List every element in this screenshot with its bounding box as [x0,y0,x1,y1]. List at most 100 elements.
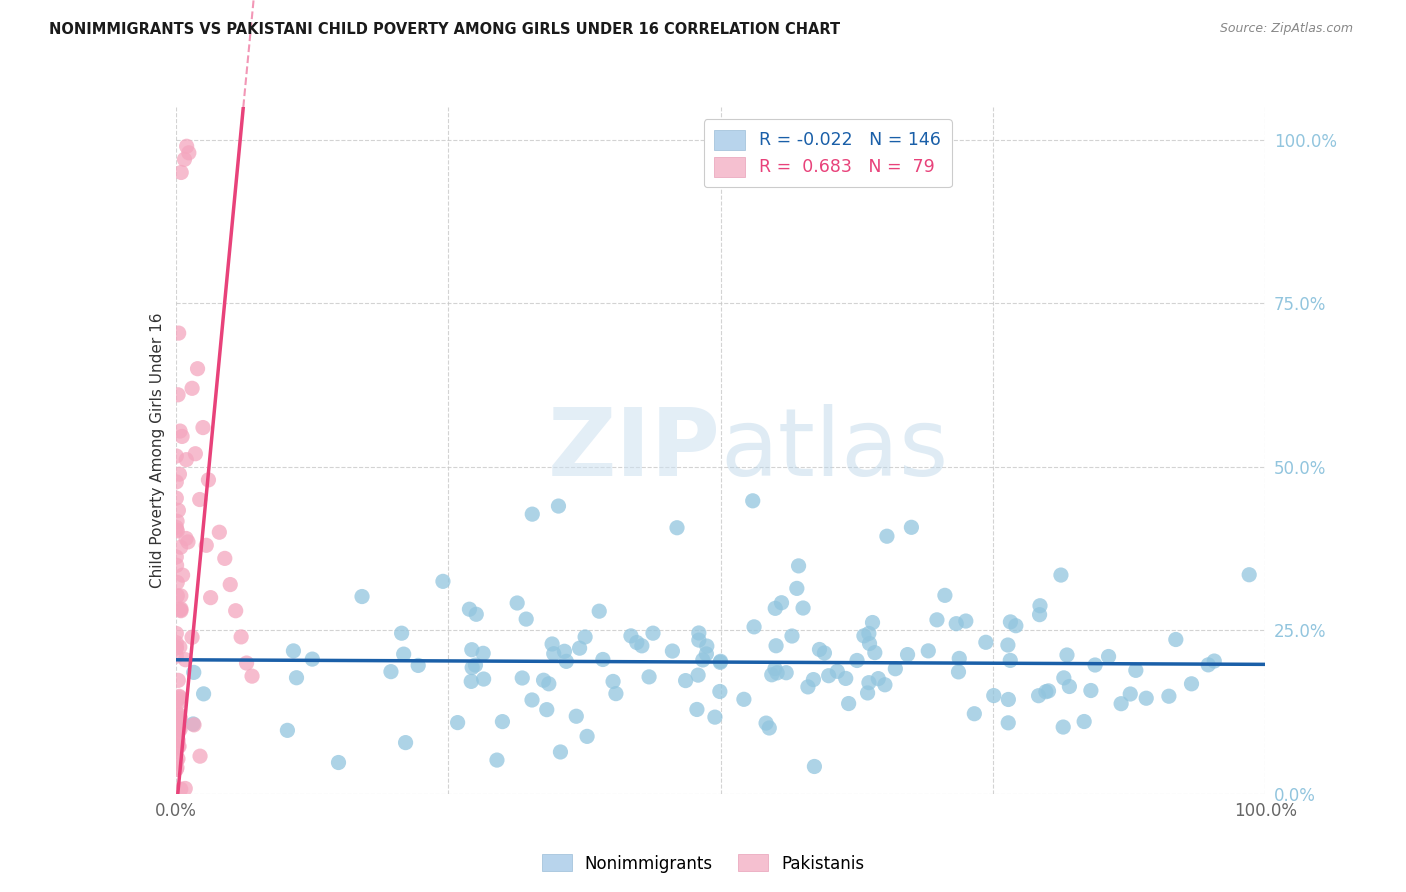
Point [166,725,188,739]
Point [460,674,482,689]
Point [225,604,247,618]
Point [703,710,725,724]
Point [955,614,977,628]
Point [167,733,190,747]
Point [165,763,187,777]
Point [214,551,236,566]
Point [188,492,211,507]
Point [166,761,188,775]
Point [696,639,718,653]
Point [485,753,508,767]
Point [858,636,880,650]
Point [169,690,191,705]
Point [446,715,468,730]
Point [188,749,211,764]
Point [1157,690,1180,704]
Point [169,603,191,617]
Point [165,649,187,664]
Point [169,640,191,654]
Point [741,493,763,508]
Point [432,574,454,589]
Point [709,656,731,670]
Point [565,709,588,723]
Point [350,590,373,604]
Point [856,686,879,700]
Point [235,656,257,670]
Point [1164,632,1187,647]
Point [1097,649,1119,664]
Point [458,602,481,616]
Point [692,653,714,667]
Point [661,644,683,658]
Point [181,717,204,731]
Point [464,658,486,673]
Point [173,153,195,167]
Point [733,692,755,706]
Point [537,677,560,691]
Point [761,667,783,681]
Point [170,604,193,618]
Point [1084,658,1107,673]
Point [165,549,187,564]
Point [948,651,970,665]
Point [775,665,797,680]
Point [183,665,205,680]
Point [176,139,198,153]
Point [166,589,188,603]
Point [963,706,986,721]
Point [1204,654,1226,668]
Point [166,514,188,528]
Point [1053,671,1076,685]
Point [165,475,187,489]
Point [803,673,825,687]
Point [792,601,814,615]
Point [876,529,898,543]
Point [165,640,187,655]
Point [550,745,572,759]
Point [166,558,188,573]
Point [167,695,190,709]
Point [166,524,188,538]
Point [165,726,187,740]
Point [641,626,664,640]
Point [167,388,190,402]
Point [240,669,263,683]
Point [1059,680,1081,694]
Point [1119,687,1142,701]
Point [925,613,948,627]
Point [515,612,537,626]
Point [1073,714,1095,729]
Point [166,575,188,590]
Point [166,711,188,725]
Point [1035,684,1057,698]
Point [803,759,825,773]
Point [983,689,1005,703]
Text: atlas: atlas [721,404,949,497]
Point [167,752,190,766]
Point [574,630,596,644]
Point [858,675,880,690]
Point [555,654,578,668]
Point [787,558,810,573]
Point [695,647,717,661]
Point [200,591,222,605]
Point [165,523,187,537]
Point [945,616,967,631]
Point [817,669,839,683]
Point [472,672,495,686]
Point [167,739,190,754]
Point [543,647,565,661]
Point [1028,689,1050,703]
Point [873,678,896,692]
Point [1038,684,1060,698]
Point [461,660,484,674]
Text: ZIP: ZIP [548,404,721,497]
Legend: R = -0.022   N = 146, R =  0.683   N =  79: R = -0.022 N = 146, R = 0.683 N = 79 [704,120,952,187]
Point [165,695,187,709]
Point [688,633,710,648]
Point [165,491,187,505]
Point [602,674,624,689]
Point [631,639,654,653]
Point [170,429,193,443]
Point [380,665,402,679]
